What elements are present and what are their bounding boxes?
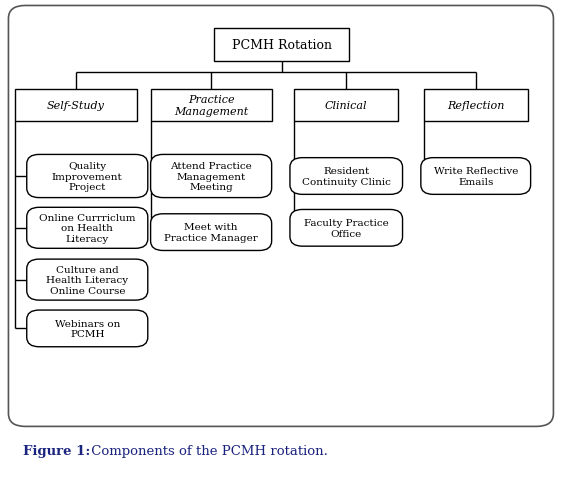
Text: Faculty Practice
Office: Faculty Practice Office xyxy=(304,218,388,238)
Text: Self-Study: Self-Study xyxy=(47,101,105,111)
Text: Clinical: Clinical xyxy=(325,101,368,111)
FancyBboxPatch shape xyxy=(294,89,399,122)
FancyBboxPatch shape xyxy=(421,158,530,195)
Text: Attend Practice
Management
Meeting: Attend Practice Management Meeting xyxy=(170,162,252,191)
Text: Quality
Improvement
Project: Quality Improvement Project xyxy=(52,162,123,191)
Text: PCMH Rotation: PCMH Rotation xyxy=(231,39,332,52)
Text: Reflection: Reflection xyxy=(447,101,504,111)
FancyBboxPatch shape xyxy=(8,7,553,426)
Text: Practice
Management: Practice Management xyxy=(174,95,248,116)
FancyBboxPatch shape xyxy=(27,155,148,198)
FancyBboxPatch shape xyxy=(27,260,148,301)
Text: Culture and
Health Literacy
Online Course: Culture and Health Literacy Online Cours… xyxy=(46,265,128,295)
FancyBboxPatch shape xyxy=(27,208,148,249)
FancyBboxPatch shape xyxy=(214,29,349,62)
FancyBboxPatch shape xyxy=(151,155,272,198)
FancyBboxPatch shape xyxy=(290,158,403,195)
Text: Resident
Continuity Clinic: Resident Continuity Clinic xyxy=(302,167,391,186)
Text: Webinars on
PCMH: Webinars on PCMH xyxy=(55,319,120,339)
Text: Components of the PCMH rotation.: Components of the PCMH rotation. xyxy=(87,444,328,457)
Text: Online Currriclum
on Health
Literacy: Online Currriclum on Health Literacy xyxy=(39,213,136,243)
Text: Meet with
Practice Manager: Meet with Practice Manager xyxy=(164,223,258,242)
Text: Write Reflective
Emails: Write Reflective Emails xyxy=(434,167,518,186)
FancyBboxPatch shape xyxy=(423,89,528,122)
FancyBboxPatch shape xyxy=(151,214,272,251)
FancyBboxPatch shape xyxy=(27,311,148,347)
FancyBboxPatch shape xyxy=(151,89,272,122)
FancyBboxPatch shape xyxy=(16,89,137,122)
FancyBboxPatch shape xyxy=(290,210,403,246)
Text: Figure 1:: Figure 1: xyxy=(23,444,90,457)
